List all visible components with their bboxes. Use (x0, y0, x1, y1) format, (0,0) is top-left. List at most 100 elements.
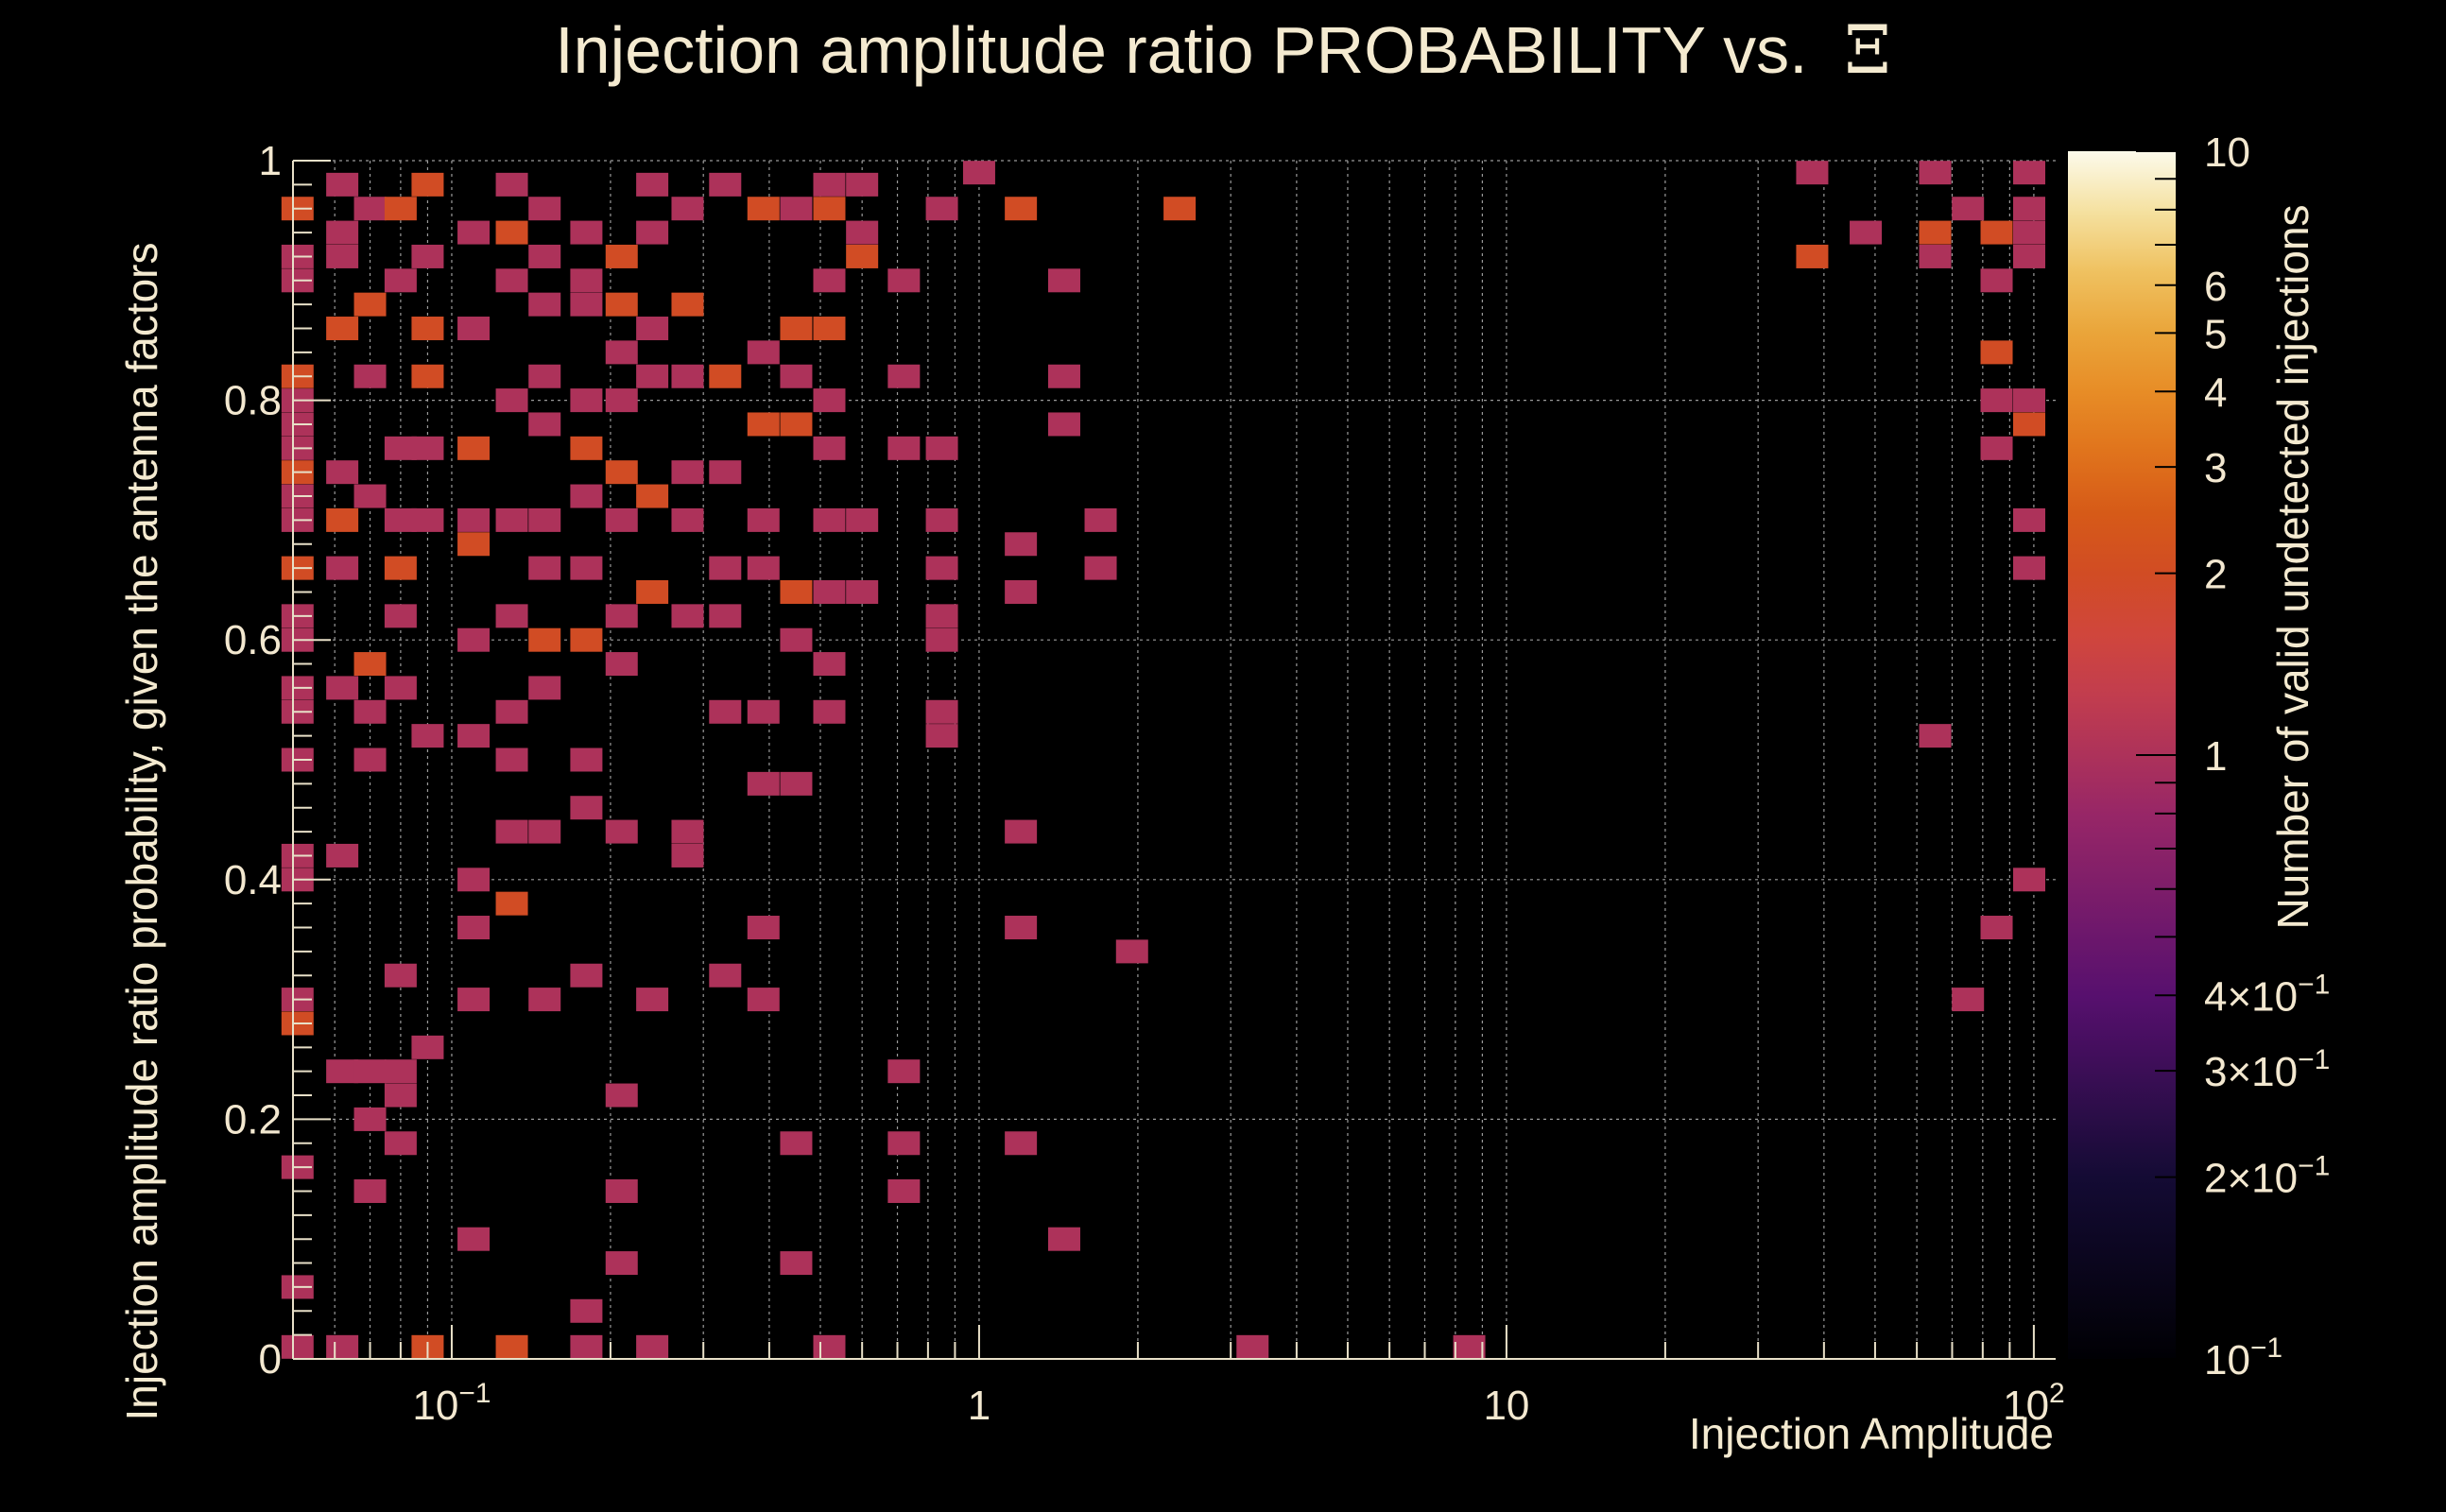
colorbar-tick-label: 6 (2204, 264, 2227, 310)
colorbar-tick-label: 3×10−1 (2204, 1044, 2330, 1095)
heatmap-cell (411, 1035, 444, 1059)
heatmap-cell (384, 507, 417, 532)
heatmap-cell (495, 699, 528, 724)
heatmap-cell (495, 891, 528, 916)
heatmap-cell (528, 364, 561, 388)
heatmap-cell (747, 699, 780, 724)
heatmap-cell (326, 556, 359, 580)
heatmap-cell (1952, 197, 1985, 221)
heatmap-cell (570, 1298, 603, 1323)
heatmap-cell (1084, 556, 1117, 580)
heatmap-cell (570, 484, 603, 508)
heatmap-cell (2013, 244, 2046, 268)
y-tick-label: 1 (259, 138, 282, 184)
heatmap-cell (528, 197, 561, 221)
heatmap-cell (281, 1334, 314, 1359)
heatmap-cell (2013, 412, 2046, 437)
heatmap-cell (457, 532, 491, 557)
x-axis-label: Injection Amplitude (1688, 1409, 2054, 1458)
heatmap-cell (671, 292, 704, 317)
heatmap-cell (887, 1059, 921, 1084)
heatmap-cell (747, 412, 780, 437)
heatmap-cell (1005, 579, 1038, 604)
heatmap-cell (636, 364, 669, 388)
heatmap-cell (1980, 268, 2013, 293)
heatmap-cell (747, 507, 780, 532)
heatmap-cell (780, 197, 813, 221)
heatmap-cell (457, 1227, 491, 1251)
heatmap-cell (570, 388, 603, 413)
heatmap-cell (495, 1334, 528, 1359)
y-axis-label: Injection amplitude ratio probability, g… (117, 242, 166, 1421)
heatmap-cells (281, 161, 2046, 1359)
heatmap-cell (780, 412, 813, 437)
heatmap-cell (671, 507, 704, 532)
y-tick-label: 0.2 (224, 1096, 282, 1143)
heatmap-cell (528, 676, 561, 700)
heatmap-cell (605, 340, 638, 365)
heatmap-cell (495, 268, 528, 293)
heatmap-cell (1980, 436, 2013, 460)
x-tick-label: 10 (1483, 1383, 1529, 1429)
heatmap-cell (353, 364, 387, 388)
heatmap-cell (925, 627, 958, 652)
title-symbol: Ξ (1844, 11, 1891, 89)
heatmap-cell (1980, 340, 2013, 365)
heatmap-cell (636, 1334, 669, 1359)
heatmap-cell (353, 652, 387, 677)
heatmap-cell (1047, 412, 1080, 437)
heatmap-cell (671, 460, 704, 485)
heatmap-cell (636, 484, 669, 508)
heatmap-cell (813, 197, 846, 221)
heatmap-cell (1453, 1334, 1486, 1359)
heatmap-cell (887, 364, 921, 388)
heatmap-cell (457, 317, 491, 341)
heatmap-cell (326, 317, 359, 341)
heatmap-cell (780, 1131, 813, 1156)
heatmap-cell (813, 268, 846, 293)
heatmap-cell (570, 627, 603, 652)
heatmap-cell (671, 819, 704, 844)
heatmap-cell (605, 1178, 638, 1203)
heatmap-cell (887, 436, 921, 460)
heatmap-cell (353, 1059, 387, 1084)
heatmap-cell (636, 220, 669, 245)
heatmap-cell (780, 627, 813, 652)
y-tick-label: 0 (259, 1336, 282, 1383)
heatmap-cell (457, 988, 491, 1012)
heatmap-cell (1919, 161, 1952, 185)
heatmap-cell (636, 317, 669, 341)
heatmap-cell (457, 724, 491, 748)
heatmap-cell (709, 699, 742, 724)
heatmap-cell (353, 699, 387, 724)
heatmap-cell (1115, 939, 1148, 964)
heatmap-cell (925, 699, 958, 724)
heatmap-cell (813, 172, 846, 197)
heatmap-cell (1980, 388, 2013, 413)
heatmap-cell (709, 556, 742, 580)
heatmap-cell (887, 1131, 921, 1156)
heatmap-cell (925, 436, 958, 460)
heatmap-cell (813, 388, 846, 413)
heatmap-cell (1047, 268, 1080, 293)
heatmap-cell (1163, 197, 1197, 221)
heatmap-cell (709, 963, 742, 988)
heatmap-cell (1919, 220, 1952, 245)
heatmap-cell (570, 436, 603, 460)
heatmap-cell (457, 868, 491, 892)
heatmap-cell (709, 604, 742, 628)
heatmap-cell (570, 963, 603, 988)
heatmap-cell (962, 161, 995, 185)
heatmap-cell (495, 747, 528, 772)
heatmap-cell (570, 268, 603, 293)
colorbar-label: Number of valid undetected injections (2268, 204, 2317, 930)
heatmap-cell (846, 172, 879, 197)
colorbar: 10 65 4 3 2 1 4×10−1 3×10−1 2×10−1 10−1 (2068, 129, 2330, 1383)
heatmap-cell (813, 1334, 846, 1359)
colorbar-tick-label: 5 (2204, 311, 2227, 357)
grid-lines (292, 160, 2056, 1360)
colorbar-tick-label: 3 (2204, 445, 2227, 491)
heatmap-cell (887, 1178, 921, 1203)
heatmap-cell (887, 268, 921, 293)
